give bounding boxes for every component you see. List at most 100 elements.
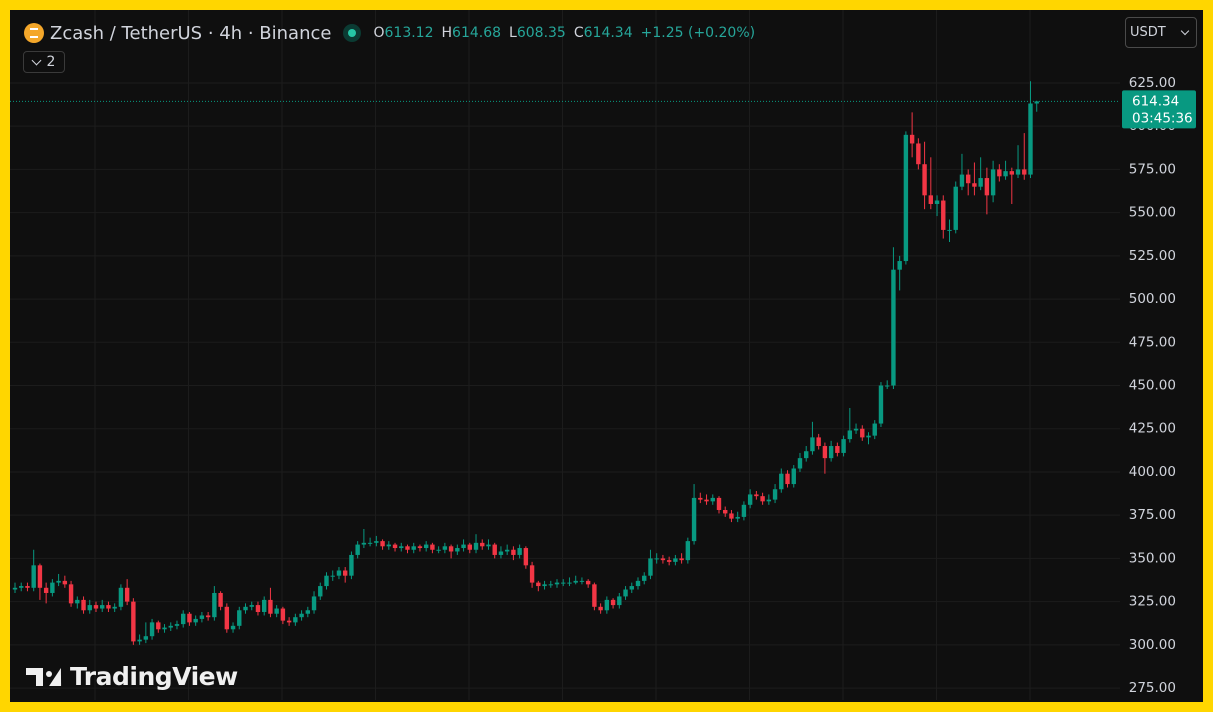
candle-body <box>529 565 535 583</box>
symbol-title[interactable]: Zcash / TetherUS · 4h · Binance <box>50 22 332 44</box>
candle-body <box>162 627 167 630</box>
candle-body <box>710 497 715 502</box>
candle-body <box>143 636 149 640</box>
y-tick-label: 550.00 <box>1129 205 1176 221</box>
candle-body <box>841 439 846 453</box>
candle-body <box>723 509 728 514</box>
candle-body <box>75 599 80 604</box>
candle-body <box>828 446 834 459</box>
candle-body <box>243 606 248 611</box>
y-tick-label: 525.00 <box>1129 248 1176 264</box>
candle-body <box>81 599 86 611</box>
candle-body <box>629 586 634 590</box>
candle-body <box>866 435 871 438</box>
candle-body <box>816 437 821 447</box>
candle-body <box>598 606 603 611</box>
candle-body <box>106 605 111 609</box>
candle-body <box>205 615 211 618</box>
candle-body <box>486 544 491 547</box>
candle-body <box>324 575 329 587</box>
candle-body <box>268 599 273 614</box>
candle-body <box>93 605 99 609</box>
candle-body <box>330 575 335 577</box>
candle-body <box>37 565 43 588</box>
candle-body <box>19 586 24 588</box>
candle-body <box>100 605 105 609</box>
candle-body <box>822 446 828 459</box>
candle-body <box>760 496 765 502</box>
candle-body <box>1022 169 1027 175</box>
candle-body <box>467 544 472 550</box>
candle-body <box>305 610 311 614</box>
candle-body <box>729 513 734 519</box>
candle-body <box>735 516 740 519</box>
candle-body <box>174 624 180 626</box>
candle-body <box>87 605 92 611</box>
candle-body <box>448 546 454 552</box>
candle-body <box>922 164 927 196</box>
candle-body <box>610 599 616 606</box>
candle-body <box>50 582 55 593</box>
candle-body <box>648 558 653 576</box>
candle-body <box>255 605 261 612</box>
candle-body <box>504 549 510 552</box>
candle-body <box>623 589 628 597</box>
candle-body <box>791 468 796 485</box>
ohlc-legend: O 613.12 H 614.68 L 608.35 C 614.34 +1.25 (+… <box>373 25 755 41</box>
candle-body <box>124 587 130 602</box>
symbol-header: Zcash / TetherUS · 4h · Binance O 613.12 … <box>24 21 755 45</box>
candle-body <box>286 620 292 623</box>
candle-body <box>785 473 790 485</box>
candle-body <box>654 558 659 560</box>
candle-body <box>374 541 379 543</box>
candle-body <box>941 200 946 230</box>
y-tick-label: 325.00 <box>1129 594 1176 610</box>
indicator-count: 2 <box>46 54 56 70</box>
chart-background <box>10 10 1203 702</box>
candle-body <box>548 584 553 586</box>
candle-body <box>903 134 909 262</box>
candle-body <box>455 548 460 552</box>
brand-name: TradingView <box>70 662 238 691</box>
candle-body <box>741 504 747 517</box>
candle-body <box>436 549 441 551</box>
candle-body <box>230 625 236 630</box>
candle-body <box>754 494 759 497</box>
candle-body <box>299 613 304 618</box>
candle-body <box>336 570 342 576</box>
candle-body <box>199 615 205 619</box>
candle-body <box>224 606 230 630</box>
candle-body <box>885 385 890 387</box>
ohlc-value: 614.68 <box>452 25 502 41</box>
candle-body <box>947 229 952 231</box>
candle-body <box>779 473 784 490</box>
candle-body <box>897 261 902 270</box>
candle-body <box>249 605 254 607</box>
brand-logo[interactable]: TradingView <box>26 662 238 691</box>
candle-body <box>31 565 36 588</box>
y-tick-label: 625.00 <box>1129 75 1176 91</box>
candle-body <box>1003 171 1008 177</box>
candle-body <box>853 428 859 431</box>
candle-body <box>916 143 921 165</box>
y-tick-label: 350.00 <box>1129 550 1176 566</box>
candle-body <box>461 544 466 549</box>
market-status[interactable] <box>343 24 362 42</box>
candle-body <box>349 554 354 576</box>
candle-body <box>679 558 684 561</box>
y-tick-label: 300.00 <box>1129 637 1176 653</box>
candle-body <box>62 580 68 585</box>
candle-body <box>523 548 529 566</box>
candle-body <box>997 169 1002 177</box>
currency-select[interactable]: USDT <box>1125 17 1197 48</box>
candle-body <box>573 580 578 583</box>
candle-body <box>617 596 622 606</box>
ohlc-value: 608.35 <box>516 25 566 41</box>
candle-body <box>311 596 317 611</box>
candle-body <box>716 497 722 510</box>
indicator-toggle[interactable]: 2 <box>23 51 65 73</box>
candle-body <box>536 582 541 587</box>
candle-body <box>293 617 298 623</box>
